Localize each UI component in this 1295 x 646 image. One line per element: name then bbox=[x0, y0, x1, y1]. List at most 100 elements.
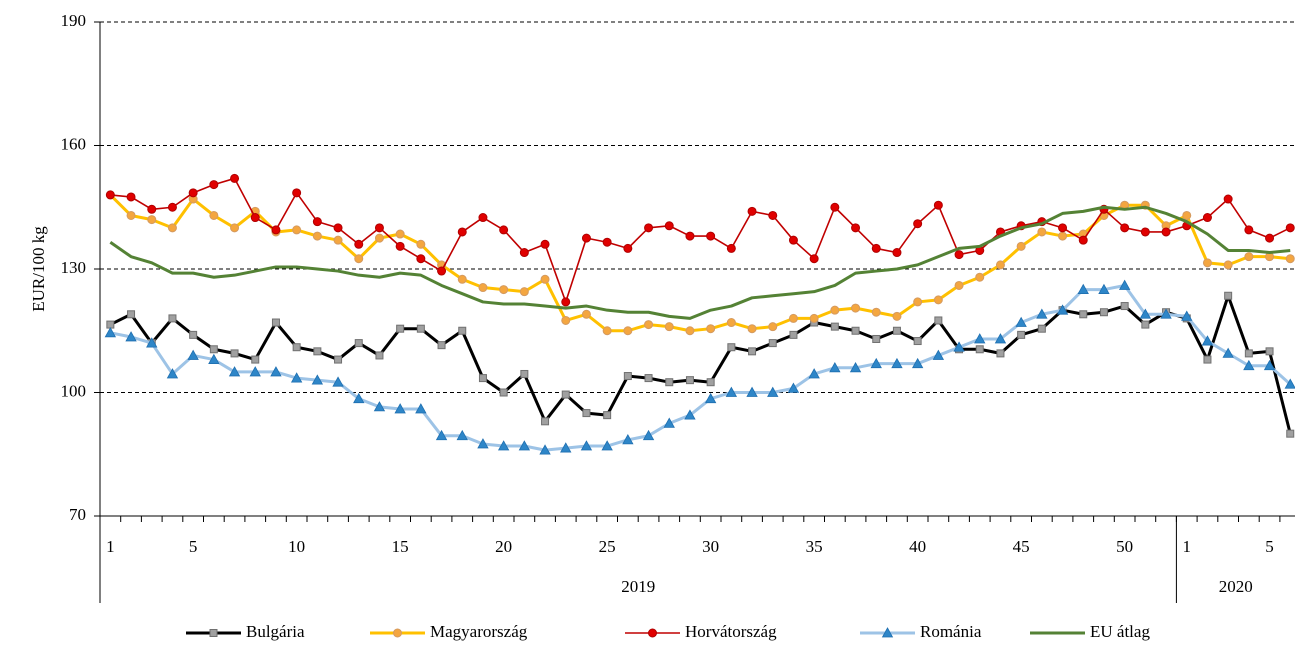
series-marker bbox=[1243, 359, 1255, 371]
series-marker bbox=[1036, 308, 1048, 319]
series-marker bbox=[871, 307, 881, 317]
series-marker bbox=[767, 386, 779, 397]
series-line bbox=[110, 177, 1291, 303]
series-marker bbox=[830, 202, 840, 212]
series-marker bbox=[209, 345, 218, 354]
series-marker bbox=[1285, 254, 1295, 264]
series-marker bbox=[644, 374, 653, 383]
series-marker bbox=[333, 223, 343, 233]
series-marker bbox=[685, 326, 695, 336]
series-marker bbox=[1244, 225, 1254, 235]
series-marker bbox=[334, 355, 343, 364]
series-marker bbox=[209, 210, 219, 220]
series-marker bbox=[394, 403, 406, 414]
series-marker bbox=[167, 202, 177, 212]
series-line bbox=[109, 294, 1292, 435]
x-tick-label: 15 bbox=[392, 537, 409, 556]
x-tick-label: 5 bbox=[1265, 537, 1274, 556]
x-tick-label: 35 bbox=[806, 537, 823, 556]
series-marker bbox=[1016, 241, 1026, 251]
series-marker bbox=[1181, 310, 1193, 321]
series-marker bbox=[1161, 227, 1171, 237]
y-tick-label: 160 bbox=[61, 134, 87, 153]
series-marker bbox=[603, 411, 612, 420]
series-marker bbox=[933, 295, 943, 305]
series-marker bbox=[748, 347, 757, 356]
series-marker bbox=[290, 372, 303, 383]
series-marker bbox=[271, 225, 281, 235]
series-marker bbox=[375, 351, 384, 360]
x-tick-label: 20 bbox=[495, 537, 512, 556]
series-marker bbox=[829, 361, 841, 373]
series-marker bbox=[1015, 316, 1027, 327]
series-marker bbox=[1141, 320, 1150, 329]
series-marker bbox=[457, 227, 467, 237]
series-marker bbox=[1265, 233, 1275, 243]
series-marker bbox=[788, 313, 798, 323]
series-marker bbox=[602, 326, 612, 336]
series-marker bbox=[395, 229, 405, 239]
series-marker bbox=[892, 326, 901, 335]
series-marker bbox=[561, 315, 571, 325]
series-marker bbox=[974, 333, 986, 344]
series-marker bbox=[497, 440, 510, 451]
series-marker bbox=[478, 283, 488, 293]
x-tick-label: 10 bbox=[288, 537, 305, 556]
series-marker bbox=[1017, 330, 1026, 339]
series-marker bbox=[126, 192, 136, 202]
series-marker bbox=[934, 316, 943, 325]
series-marker bbox=[395, 241, 405, 251]
series-marker bbox=[1285, 223, 1295, 233]
series-marker bbox=[1202, 258, 1212, 268]
series-marker bbox=[1222, 347, 1234, 358]
series-marker bbox=[251, 355, 260, 364]
series-marker bbox=[1120, 302, 1129, 311]
series-marker bbox=[602, 237, 612, 247]
y-tick-label: 130 bbox=[61, 258, 87, 277]
series-marker bbox=[1160, 308, 1172, 319]
series-marker bbox=[684, 409, 696, 420]
series-marker bbox=[499, 225, 509, 235]
series-marker bbox=[995, 260, 1005, 270]
series-marker bbox=[623, 372, 632, 381]
series-marker bbox=[249, 366, 261, 377]
series-marker bbox=[932, 349, 945, 360]
series-marker bbox=[313, 347, 322, 356]
series-marker bbox=[706, 324, 716, 334]
series-marker bbox=[208, 353, 220, 364]
series-marker bbox=[292, 343, 301, 352]
series-line bbox=[110, 283, 1292, 452]
x-tick-label: 30 bbox=[702, 537, 719, 556]
series-marker bbox=[1286, 429, 1295, 438]
series-marker bbox=[1284, 378, 1295, 389]
series-marker bbox=[1265, 347, 1274, 356]
series-marker bbox=[416, 254, 426, 264]
series-marker bbox=[1223, 194, 1233, 204]
series-marker bbox=[147, 204, 157, 214]
series-marker bbox=[127, 310, 136, 319]
series-marker bbox=[1099, 308, 1108, 317]
series-marker bbox=[105, 190, 115, 200]
x-tick-label: 5 bbox=[189, 537, 198, 556]
series-marker bbox=[167, 223, 177, 233]
series-marker bbox=[396, 324, 405, 333]
series-marker bbox=[644, 223, 654, 233]
y-axis-label: EUR/100 kg bbox=[29, 226, 48, 312]
series-marker bbox=[354, 254, 364, 264]
series-marker bbox=[726, 243, 736, 253]
series-marker bbox=[913, 297, 923, 307]
series-marker bbox=[788, 235, 798, 245]
series-marker bbox=[851, 303, 861, 313]
series-marker bbox=[581, 309, 591, 319]
series-marker bbox=[664, 322, 674, 332]
series-marker bbox=[1118, 279, 1131, 290]
series-marker bbox=[953, 341, 965, 352]
series-marker bbox=[230, 223, 240, 233]
series-marker bbox=[373, 401, 386, 412]
series-marker bbox=[499, 285, 509, 295]
series-marker bbox=[125, 331, 137, 342]
series-marker bbox=[518, 440, 531, 451]
series-marker bbox=[126, 210, 136, 220]
series-marker bbox=[561, 390, 570, 399]
series-marker bbox=[416, 239, 426, 249]
